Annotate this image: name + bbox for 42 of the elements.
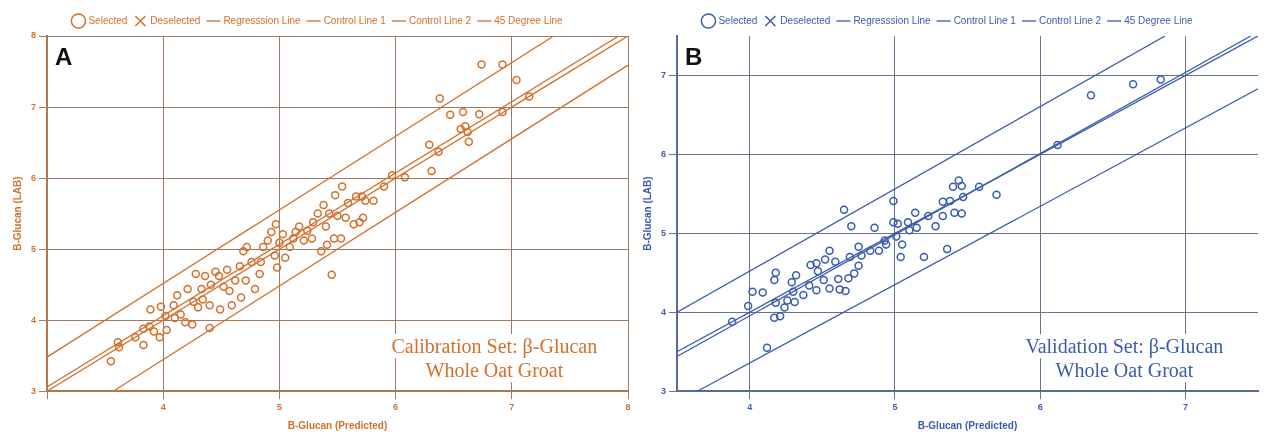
x-tick-label: 6: [1037, 402, 1043, 413]
x-tick-label: 4: [747, 402, 753, 413]
y-tick-label: 4: [660, 306, 667, 317]
y-axis-title: B-Glucan (LAB): [641, 176, 653, 251]
annotation: A: [55, 42, 73, 70]
legend-label: Deselected: [780, 14, 831, 26]
legend-label: Deselected: [150, 14, 201, 26]
annotation: Whole Oat Groat: [1055, 359, 1194, 382]
annotation: Validation Set: β-Glucan: [1025, 335, 1224, 359]
y-tick-label: 6: [660, 148, 667, 159]
x-tick-label: 5: [892, 402, 898, 413]
legend-label: Control Line 1: [323, 14, 387, 26]
legend-label: Regresssion Line: [853, 14, 932, 26]
annotation: Whole Oat Groat: [425, 359, 564, 382]
legend-label: Selected: [88, 14, 128, 26]
y-tick-label: 7: [30, 101, 37, 112]
x-tick-label: 8: [625, 402, 631, 413]
y-tick-label: 6: [30, 172, 37, 183]
legend-label: 45 Degree Line: [1124, 14, 1193, 26]
y-tick-label: 3: [30, 385, 37, 396]
y-tick-label: 3: [660, 385, 667, 396]
legend-label: 45 Degree Line: [494, 14, 563, 26]
legend-label: Control Line 2: [408, 14, 472, 26]
legend-label: Regresssion Line: [223, 14, 302, 26]
legend-label: Control Line 2: [1038, 14, 1102, 26]
annotation: Calibration Set: β-Glucan: [391, 335, 598, 359]
x-tick-label: 5: [276, 402, 282, 413]
y-axis-title: B-Glucan (LAB): [11, 176, 23, 251]
y-tick-label: 5: [660, 227, 667, 238]
y-tick-label: 8: [30, 30, 37, 41]
x-tick-label: 7: [1182, 402, 1188, 413]
annotation: B: [685, 42, 703, 70]
legend-label: Selected: [718, 14, 758, 26]
x-axis-title: B-Glucan (Predicted): [287, 419, 388, 431]
y-tick-label: 5: [30, 243, 37, 254]
legend-label: Control Line 1: [953, 14, 1017, 26]
x-tick-label: 4: [160, 402, 166, 413]
x-axis-title: B-Glucan (Predicted): [917, 419, 1018, 431]
x-tick-label: 7: [509, 402, 515, 413]
y-tick-label: 7: [660, 69, 667, 80]
y-tick-label: 4: [30, 314, 37, 325]
x-tick-label: 6: [393, 402, 399, 413]
